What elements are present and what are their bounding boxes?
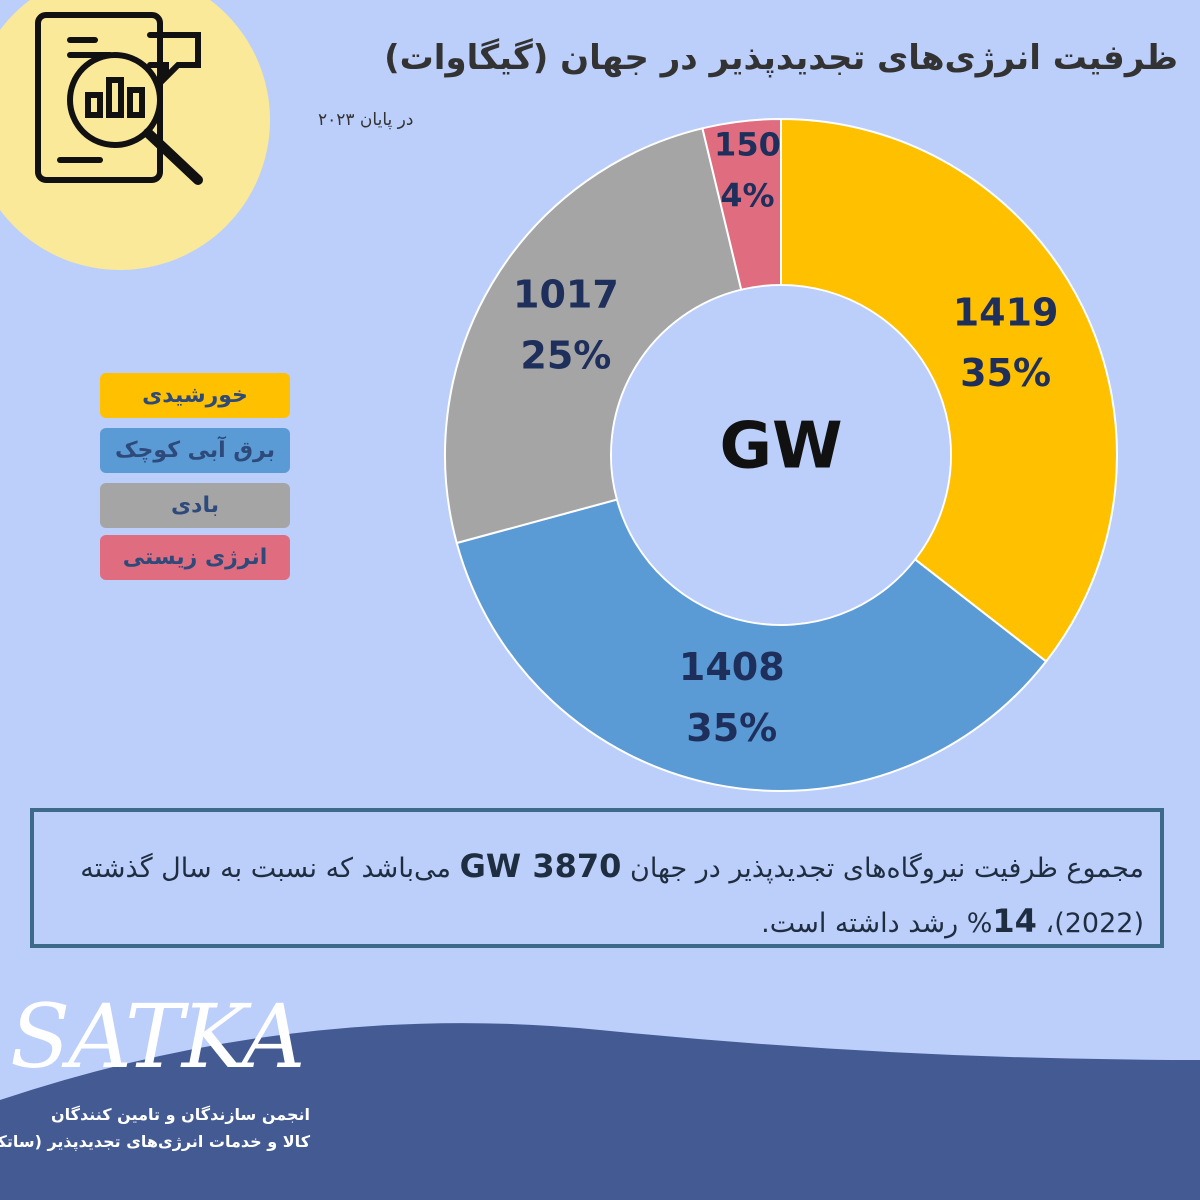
share-label: 4%	[720, 177, 774, 215]
chart-subtitle: در پایان ۲۰۲۳	[318, 110, 414, 130]
share-label: 25%	[520, 333, 611, 377]
legend-item: برق آبی کوچک	[100, 428, 290, 473]
footer-wave	[0, 1023, 1200, 1200]
slice	[455, 498, 1048, 792]
data-label: 150	[714, 125, 781, 163]
org-name: کالا و خدمات انرژی‌های تجدیدپذیر (ساتکا)	[0, 1132, 310, 1151]
legend-item: خورشیدی	[100, 373, 290, 418]
note-highlight: 3870 GW	[459, 847, 622, 885]
note-highlight: 14	[992, 902, 1037, 940]
note-text: % رشد داشته است.	[761, 908, 993, 939]
data-label: 1408	[679, 645, 785, 689]
chart-title: ظرفیت انرژی‌های تجدیدپذیر در جهان (گیگاو…	[384, 38, 1178, 78]
share-label: 35%	[960, 351, 1051, 395]
donut-hole	[612, 286, 950, 624]
logo: SATKA	[10, 985, 305, 1088]
legend-item: بادی	[100, 483, 290, 528]
slice	[444, 127, 743, 545]
report-icon	[35, 12, 203, 185]
note-text: مجموع ظرفیت نیروگاه‌های تجدیدپذیر در جها…	[629, 853, 1144, 884]
share-label: 35%	[686, 706, 777, 750]
legend-item: انرژی زیستی	[100, 535, 290, 580]
corner-decoration	[0, 0, 270, 270]
slice	[701, 117, 782, 291]
center-label: GW	[719, 410, 842, 484]
slice	[780, 117, 1118, 663]
note-text: می‌باشد که نسبت به سال گذشته (2022)،	[80, 853, 1144, 939]
data-label: 1419	[953, 290, 1059, 334]
note: مجموع ظرفیت نیروگاه‌های تجدیدپذیر در جها…	[30, 808, 1164, 948]
org-name: انجمن سازندگان و تامین کنندگان	[51, 1105, 310, 1124]
data-label: 1017	[513, 273, 619, 317]
